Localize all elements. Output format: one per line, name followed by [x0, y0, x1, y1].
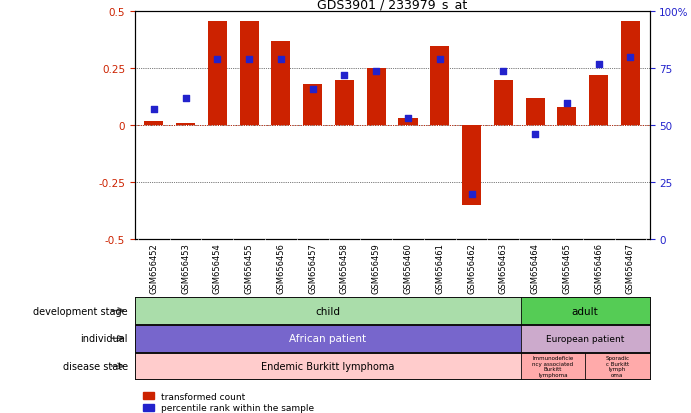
Point — [466, 191, 477, 197]
Text: disease state: disease state — [63, 361, 128, 371]
Bar — [526, 99, 545, 126]
Text: GSM656453: GSM656453 — [181, 242, 190, 293]
Text: child: child — [315, 306, 340, 316]
Bar — [135, 297, 521, 324]
Text: GSM656464: GSM656464 — [531, 242, 540, 293]
Text: GSM656459: GSM656459 — [372, 242, 381, 293]
Bar — [144, 121, 163, 126]
Text: GSM656466: GSM656466 — [594, 242, 603, 293]
Bar — [589, 76, 608, 126]
Point — [212, 57, 223, 64]
Bar — [272, 42, 290, 126]
Point — [561, 100, 572, 107]
Text: GSM656457: GSM656457 — [308, 242, 317, 293]
Bar — [176, 124, 195, 126]
Text: adult: adult — [572, 306, 598, 316]
Text: Sporadic
c Burkitt
lymph
oma: Sporadic c Burkitt lymph oma — [605, 355, 630, 377]
Bar — [208, 21, 227, 126]
Point — [625, 55, 636, 61]
Point — [180, 95, 191, 102]
Text: Immunodeficie
ncy associated
Burkitt
lymphoma: Immunodeficie ncy associated Burkitt lym… — [532, 355, 574, 377]
Bar — [399, 119, 417, 126]
Title: GDS3901 / 233979_s_at: GDS3901 / 233979_s_at — [317, 0, 467, 11]
Bar — [585, 353, 650, 380]
Text: GSM656454: GSM656454 — [213, 242, 222, 293]
Point — [434, 57, 445, 64]
Bar — [135, 325, 521, 352]
Legend: transformed count, percentile rank within the sample: transformed count, percentile rank withi… — [140, 388, 318, 413]
Text: GSM656467: GSM656467 — [626, 242, 635, 293]
Bar — [303, 85, 322, 126]
Point — [593, 61, 604, 68]
Point — [149, 107, 160, 113]
Text: GSM656462: GSM656462 — [467, 242, 476, 293]
Text: development stage: development stage — [33, 306, 128, 316]
Bar — [521, 353, 585, 380]
Bar — [335, 81, 354, 126]
Text: European patient: European patient — [546, 334, 625, 343]
Bar — [240, 21, 258, 126]
Point — [276, 57, 287, 64]
Text: GSM656461: GSM656461 — [435, 242, 444, 293]
Bar — [135, 353, 521, 380]
Point — [402, 116, 413, 122]
Point — [307, 86, 319, 93]
Bar — [430, 47, 449, 126]
Bar — [621, 21, 640, 126]
Bar — [462, 126, 481, 206]
Bar — [521, 325, 650, 352]
Point — [339, 73, 350, 79]
Bar — [494, 81, 513, 126]
Text: GSM656456: GSM656456 — [276, 242, 285, 293]
Text: GSM656452: GSM656452 — [149, 242, 158, 293]
Text: African patient: African patient — [290, 333, 366, 344]
Text: GSM656460: GSM656460 — [404, 242, 413, 293]
Text: GSM656465: GSM656465 — [562, 242, 571, 293]
Text: individual: individual — [80, 333, 128, 344]
Text: GSM656455: GSM656455 — [245, 242, 254, 293]
Text: GSM656463: GSM656463 — [499, 242, 508, 293]
Point — [371, 68, 382, 75]
Bar — [521, 297, 650, 324]
Bar — [558, 108, 576, 126]
Point — [529, 132, 540, 138]
Bar — [367, 69, 386, 126]
Point — [498, 68, 509, 75]
Point — [244, 57, 255, 64]
Text: Endemic Burkitt lymphoma: Endemic Burkitt lymphoma — [261, 361, 395, 371]
Text: GSM656458: GSM656458 — [340, 242, 349, 293]
